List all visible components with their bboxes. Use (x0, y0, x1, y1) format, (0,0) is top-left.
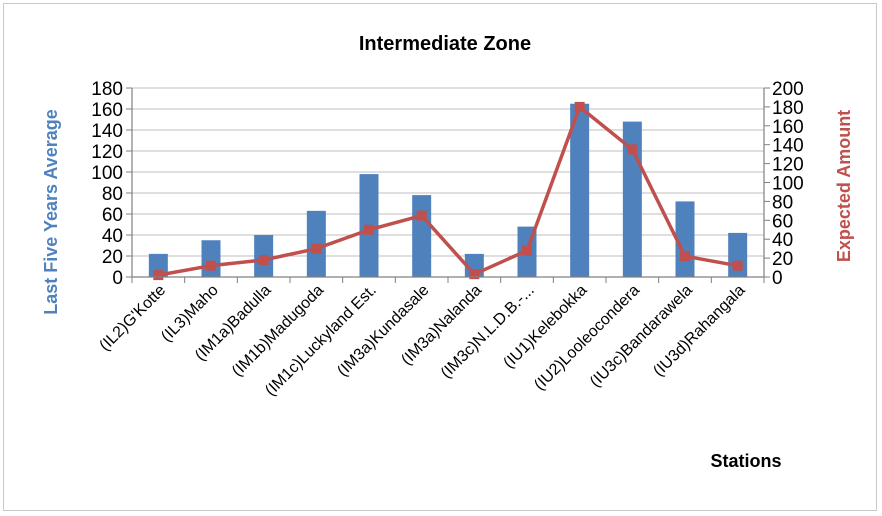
bar (201, 240, 221, 277)
line-point (574, 101, 585, 112)
right-tick-label: 60 (772, 211, 793, 232)
line-series (153, 101, 743, 281)
left-tick-label: 60 (102, 205, 123, 226)
bar (412, 195, 432, 277)
left-tick-label: 140 (91, 121, 123, 142)
category-label: (IL2)G'Kotte (96, 282, 169, 355)
left-axis-label: Last Five Years Average (41, 109, 61, 314)
right-tick-label: 100 (772, 174, 804, 195)
category-label: (IU3d)Rahangala (650, 282, 748, 380)
right-tick-label: 120 (772, 155, 804, 176)
right-tick-label: 80 (772, 192, 793, 213)
right-tick-label: 0 (772, 268, 783, 289)
line-point (469, 269, 480, 280)
right-tick-label: 200 (772, 79, 804, 100)
line-point (416, 210, 427, 221)
category-label: (IM3a)Kundasale (334, 282, 432, 380)
right-tick-label: 20 (772, 249, 793, 270)
series-line (158, 105, 738, 277)
left-tick-label: 80 (102, 184, 123, 205)
right-tick-label: 140 (772, 136, 804, 157)
line-point (258, 254, 269, 265)
category-label: (IU2)Looleocondera (531, 282, 643, 394)
line-point (680, 251, 690, 262)
category-label: (IM3c)N.L.D.B.-... (438, 282, 538, 382)
line-point (311, 243, 322, 254)
right-tick-label: 180 (772, 98, 804, 119)
chart-title: Intermediate Zone (359, 33, 531, 55)
right-tick-label: 40 (772, 230, 793, 251)
left-tick-label: 160 (91, 100, 123, 121)
bar (570, 103, 590, 277)
right-tick-label: 160 (772, 117, 804, 138)
x-axis-label: Stations (710, 451, 781, 471)
left-tick-label: 100 (91, 163, 123, 184)
line-point (627, 144, 638, 155)
line-point (732, 260, 743, 271)
category-label: (IM1b)Madugoda (229, 282, 327, 380)
left-tick-label: 20 (102, 247, 123, 268)
right-axis-label: Expected Amount (834, 110, 854, 262)
line-point (206, 260, 216, 271)
left-tick-label: 0 (112, 268, 123, 289)
line-point (153, 270, 164, 281)
category-labels: (IL2)G'Kotte(IL3)Maho(IM1a)Badulla(IM1b)… (96, 282, 748, 400)
gridlines (132, 87, 764, 257)
category-label: (IU3c)Bandarawela (587, 282, 696, 391)
line-point (364, 224, 374, 235)
left-tick-label: 120 (91, 142, 123, 163)
axes (131, 88, 765, 283)
left-tick-label: 40 (102, 226, 123, 247)
line-point (522, 245, 532, 256)
left-tick-label: 180 (91, 79, 123, 100)
